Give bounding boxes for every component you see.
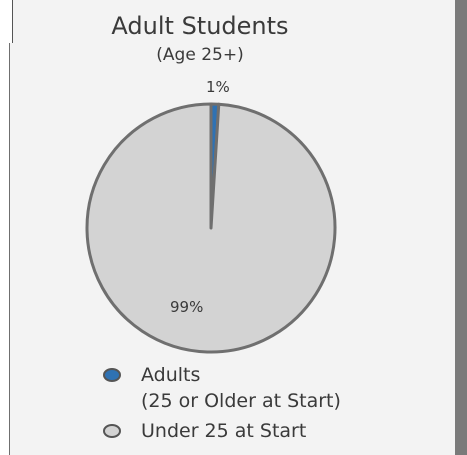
slice-label-adults: 1%	[206, 78, 230, 96]
legend-item-under-25: Under 25 at Start	[103, 418, 433, 444]
corner-block	[0, 0, 13, 43]
right-scrollbar[interactable]	[455, 0, 467, 455]
legend-label-adults: Adults	[141, 364, 201, 386]
pie-slice-under-25-at-start	[85, 102, 337, 354]
chart-subtitle: (Age 25+)	[156, 45, 244, 65]
legend-swatch-under-25	[103, 424, 121, 438]
chart-title: Adult Students	[111, 12, 289, 40]
legend: Adults (25 or Older at Start) Under 25 a…	[103, 362, 433, 448]
left-divider	[9, 0, 10, 455]
corner-divider	[12, 0, 13, 43]
legend-swatch-adults	[103, 368, 121, 382]
left-border	[0, 0, 9, 455]
legend-label-adults-detail: (25 or Older at Start)	[141, 390, 341, 412]
legend-label-under-25: Under 25 at Start	[141, 420, 307, 442]
slice-label-under-25: 99%	[170, 298, 203, 316]
legend-item-adults: Adults (25 or Older at Start)	[103, 362, 433, 414]
